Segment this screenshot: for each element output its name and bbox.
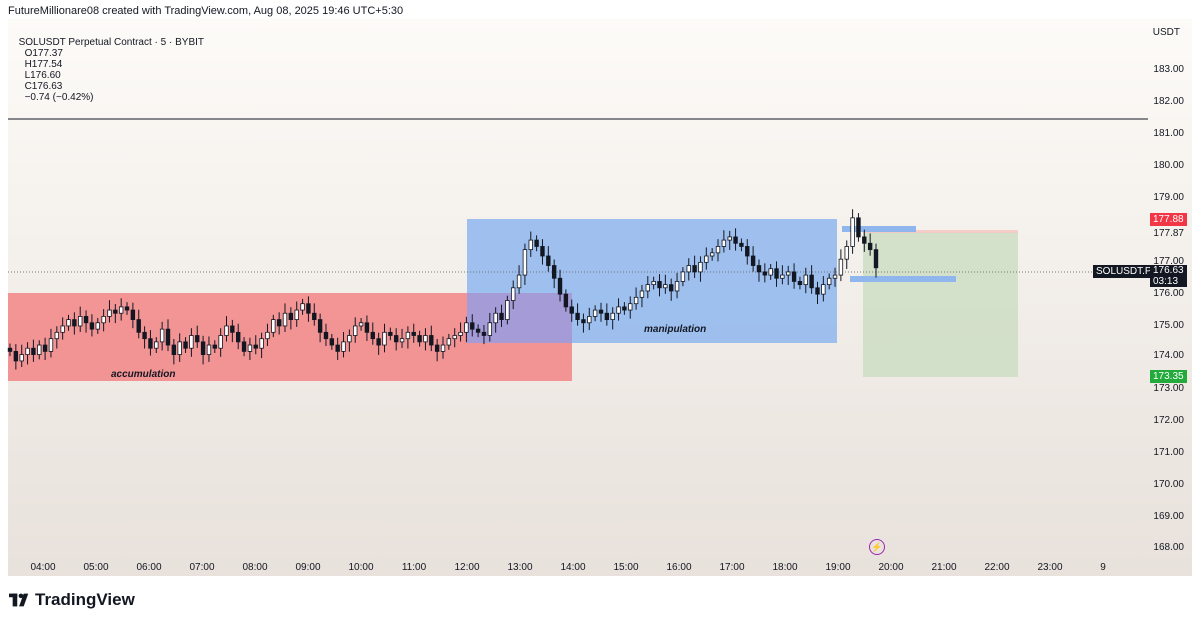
- brand-name: TradingView: [35, 590, 135, 609]
- price-tick-label: 183.00: [1153, 64, 1184, 75]
- legend-low: L176.60: [24, 70, 61, 81]
- time-tick-label: 14:00: [560, 562, 586, 573]
- attribution-text: FutureMillionare08 created with TradingV…: [8, 5, 404, 17]
- time-tick-label: 23:00: [1037, 562, 1063, 573]
- price-tick-label: 174.00: [1153, 350, 1184, 361]
- time-tick-label: 19:00: [825, 562, 851, 573]
- time-tick-label: 07:00: [189, 562, 215, 573]
- time-tick-label: 20:00: [878, 562, 904, 573]
- price-tick-label: 168.00: [1153, 542, 1184, 553]
- stop-price-tag: 177.88: [1150, 213, 1187, 226]
- tradingview-mark-icon: [9, 593, 29, 607]
- price-tick-label: 169.00: [1153, 511, 1184, 522]
- time-tick-label: 16:00: [666, 562, 692, 573]
- price-tick-label: 176.00: [1153, 288, 1184, 299]
- target-price-tag: 173.35: [1150, 370, 1187, 383]
- symbol-tag: SOLUSDT.P: [1093, 265, 1155, 278]
- time-tick-label: 21:00: [931, 562, 957, 573]
- accumulation-label: accumulation: [111, 369, 176, 380]
- time-tick-label: 06:00: [136, 562, 162, 573]
- price-tick-label: 179.00: [1153, 192, 1184, 203]
- manipulation-label: manipulation: [644, 324, 707, 335]
- legend-open: O177.37: [24, 48, 63, 59]
- bar-countdown: 03:13: [1153, 276, 1179, 287]
- time-tick-label: 9: [1100, 562, 1106, 573]
- time-tick-label: 17:00: [719, 562, 745, 573]
- price-tick-label: 175.00: [1153, 320, 1184, 331]
- last-price-value: 176.63: [1153, 265, 1184, 276]
- legend-close: C176.63: [24, 81, 63, 92]
- price-tick-label: 171.00: [1153, 447, 1184, 458]
- last-price-tag: 176.63 03:13: [1150, 265, 1187, 287]
- price-tick-label: 181.00: [1153, 128, 1184, 139]
- price-tick-label: 182.00: [1153, 96, 1184, 107]
- time-tick-label: 22:00: [984, 562, 1010, 573]
- price-tick-label: 177.00: [1153, 256, 1184, 267]
- tradingview-logo[interactable]: TradingView: [9, 590, 135, 610]
- price-tick-label: 180.00: [1153, 160, 1184, 171]
- price-tick-label: 173.00: [1153, 383, 1184, 394]
- time-tick-label: 18:00: [772, 562, 798, 573]
- time-tick-label: 12:00: [454, 562, 480, 573]
- symbol-legend[interactable]: SOLUSDT Perpetual Contract · 5 · BYBIT O…: [13, 26, 204, 103]
- time-tick-label: 10:00: [348, 562, 374, 573]
- time-tick-label: 13:00: [507, 562, 533, 573]
- lightning-icon[interactable]: ⚡: [869, 539, 885, 555]
- price-tick-label: 172.00: [1153, 415, 1184, 426]
- time-tick-label: 09:00: [295, 562, 321, 573]
- legend-symbol: SOLUSDT Perpetual Contract · 5 · BYBIT: [18, 37, 205, 48]
- time-tick-label: 04:00: [30, 562, 56, 573]
- time-tick-label: 08:00: [242, 562, 268, 573]
- currency-label[interactable]: USDT: [1152, 27, 1180, 38]
- price-tick-label: 177.87: [1153, 228, 1184, 239]
- price-tick-label: 170.00: [1153, 479, 1184, 490]
- time-tick-label: 05:00: [83, 562, 109, 573]
- time-tick-label: 15:00: [613, 562, 639, 573]
- legend-high: H177.54: [24, 59, 63, 70]
- legend-change: −0.74 (−0.42%): [24, 92, 94, 103]
- time-tick-label: 11:00: [401, 562, 427, 573]
